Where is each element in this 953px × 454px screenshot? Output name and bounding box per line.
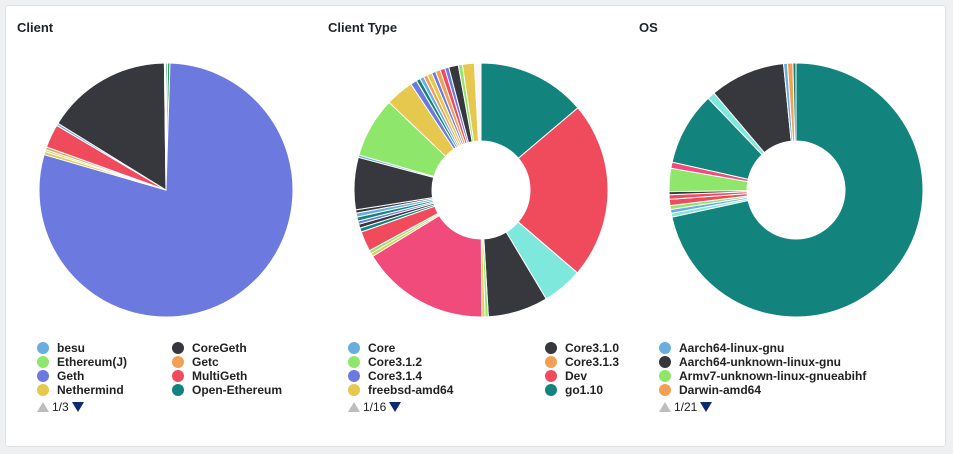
legend-dot-icon: [659, 384, 671, 396]
os-pie-chart: [668, 62, 924, 318]
legend-item[interactable]: Core3.1.3: [545, 355, 619, 369]
legend-dot-icon: [545, 356, 557, 368]
legend-dot-icon: [37, 342, 49, 354]
client-type-panel: Client Type Core Core3.1.2 Core3.1.4 freebs…: [317, 6, 628, 446]
legend-label: Aarch64-unknown-linux-gnu: [679, 355, 841, 369]
client-type-chart-title: Client Type: [328, 20, 398, 35]
os-chart-title: OS: [639, 20, 658, 35]
legend-label: CoreGeth: [192, 341, 247, 355]
legend-item[interactable]: CoreGeth: [172, 341, 282, 355]
os-panel: OS Aarch64-linux-gnu Aarch64-unknown-linu…: [628, 6, 946, 446]
legend-label: Open-Ethereum: [192, 383, 283, 397]
page-up-icon: [37, 402, 49, 412]
legend-label: Core3.1.2: [368, 355, 423, 369]
legend-dot-icon: [172, 342, 184, 354]
page-down-icon[interactable]: [700, 402, 713, 412]
pie-slice[interactable]: [57, 62, 167, 191]
legend-label: Core3.1.3: [565, 355, 620, 369]
legend-label: Getc: [192, 355, 219, 369]
legend-dot-icon: [37, 384, 49, 396]
legend-item[interactable]: Core3.1.2: [348, 355, 453, 369]
legend-dot-icon: [172, 356, 184, 368]
client-type-pager-label: 1/16: [363, 400, 387, 414]
legend-item[interactable]: Core3.1.0: [545, 341, 619, 355]
legend-dot-icon: [348, 370, 360, 382]
legend-item[interactable]: besu: [37, 341, 127, 355]
legend-item[interactable]: Geth: [37, 369, 127, 383]
page-down-icon[interactable]: [389, 402, 402, 412]
legend-item[interactable]: Armv7-unknown-linux-gnueabihf: [659, 369, 866, 383]
legend-label: go1.10: [565, 383, 604, 397]
legend-item[interactable]: Dev: [545, 369, 619, 383]
page-up-icon: [348, 402, 360, 412]
legend-dot-icon: [659, 356, 671, 368]
legend-dot-icon: [172, 384, 184, 396]
legend-dot-icon: [348, 384, 360, 396]
pie-slice[interactable]: [163, 62, 167, 191]
os-legend-pager: 1/21: [659, 400, 713, 414]
legend-item[interactable]: Getc: [172, 355, 282, 369]
client-legend-pager: 1/3: [37, 400, 84, 414]
legend-label: Aarch64-linux-gnu: [679, 341, 785, 355]
legend-label: Darwin-amd64: [679, 383, 762, 397]
legend-dot-icon: [37, 370, 49, 382]
legend-dot-icon: [545, 370, 557, 382]
legend-item[interactable]: MultiGeth: [172, 369, 282, 383]
legend-label: Armv7-unknown-linux-gnueabihf: [679, 369, 867, 383]
client-pie-chart: [38, 62, 294, 318]
legend-item[interactable]: Core: [348, 341, 453, 355]
page-down-icon[interactable]: [71, 402, 84, 412]
pie-slice[interactable]: [473, 62, 482, 142]
legend-dot-icon: [545, 342, 557, 354]
legend-item[interactable]: go1.10: [545, 383, 619, 397]
legend-dot-icon: [659, 370, 671, 382]
client-chart-title: Client: [17, 20, 54, 35]
legend-label: besu: [57, 341, 86, 355]
legend-dot-icon: [348, 356, 360, 368]
client-panel: Client besu Ethereum(J) Geth Nethermind Cor…: [6, 6, 317, 446]
legend-label: Core3.1.0: [565, 341, 620, 355]
dashboard-card: Client besu Ethereum(J) Geth Nethermind Cor…: [5, 5, 946, 447]
client-pager-label: 1/3: [52, 400, 69, 414]
legend-dot-icon: [37, 356, 49, 368]
legend-item[interactable]: Nethermind: [37, 383, 127, 397]
legend-dot-icon: [659, 342, 671, 354]
legend-label: Core3.1.4: [368, 369, 423, 383]
legend-item[interactable]: Open-Ethereum: [172, 383, 282, 397]
legend-item[interactable]: Aarch64-unknown-linux-gnu: [659, 355, 866, 369]
pie-slice[interactable]: [371, 214, 483, 318]
legend-label: Ethereum(J): [57, 355, 128, 369]
legend-label: MultiGeth: [192, 369, 248, 383]
pie-slice[interactable]: [517, 107, 609, 274]
legend-label: Core: [368, 341, 396, 355]
legend-dot-icon: [172, 370, 184, 382]
legend-label: Nethermind: [57, 383, 124, 397]
client-type-legend-pager: 1/16: [348, 400, 402, 414]
legend-dot-icon: [545, 384, 557, 396]
os-pager-label: 1/21: [674, 400, 698, 414]
client-type-pie-chart: [353, 62, 609, 318]
pie-slice[interactable]: [792, 62, 797, 142]
legend-item[interactable]: freebsd-amd64: [348, 383, 453, 397]
legend-item[interactable]: Darwin-amd64: [659, 383, 866, 397]
legend-item[interactable]: Core3.1.4: [348, 369, 453, 383]
pie-slice[interactable]: [671, 62, 924, 318]
legend-dot-icon: [348, 342, 360, 354]
legend-label: freebsd-amd64: [368, 383, 454, 397]
legend-item[interactable]: Aarch64-linux-gnu: [659, 341, 866, 355]
legend-label: Geth: [57, 369, 85, 383]
legend-item[interactable]: Ethereum(J): [37, 355, 127, 369]
page-up-icon: [659, 402, 671, 412]
legend-label: Dev: [565, 369, 588, 383]
